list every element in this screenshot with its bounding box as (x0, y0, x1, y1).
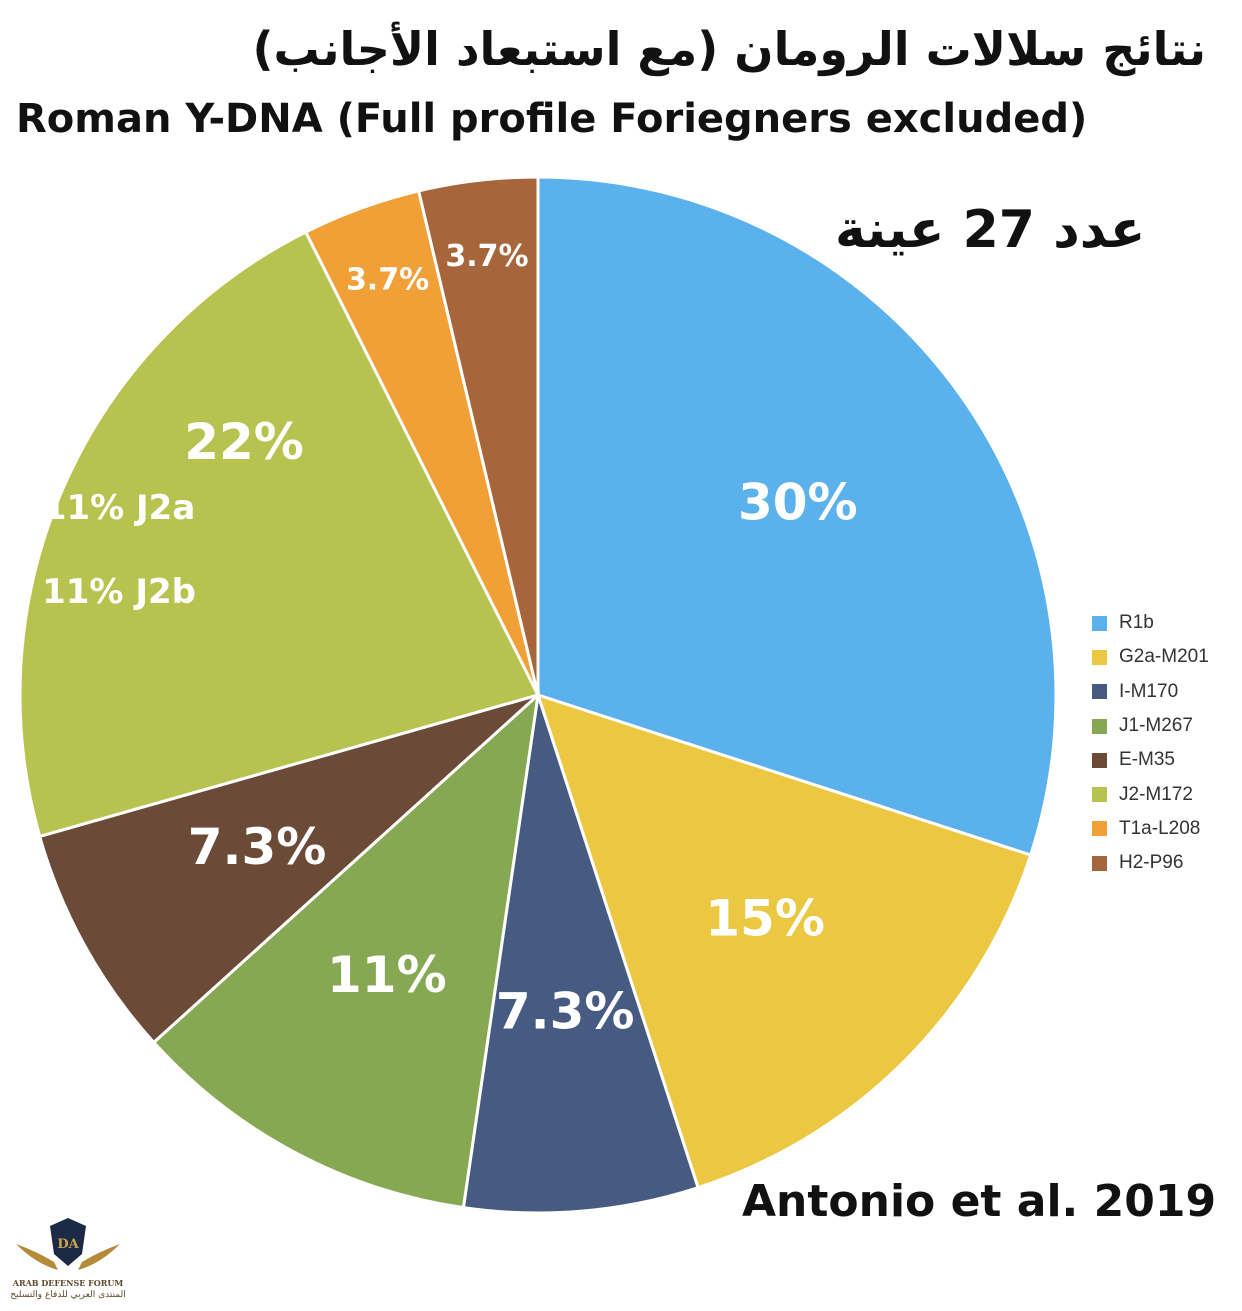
watermark-logo: DA ARAB DEFENSE FORUM المنتدى العربي للد… (8, 1212, 128, 1308)
chart-title-english: Roman Y-DNA (Full profile Foriegners exc… (16, 96, 1088, 142)
legend-item-h2-p96: H2-P96 (1092, 846, 1209, 880)
pie-slice-j2-m172 (18, 229, 541, 839)
chart-legend: R1b G2a-M201 I-M170 J1-M267 E-M35 J2-M172 T1a-… (1092, 606, 1209, 880)
legend-label: E-M35 (1119, 749, 1175, 771)
legend-swatch (1092, 684, 1107, 700)
legend-item-e-m35: E-M35 (1092, 743, 1209, 777)
pie-slice-j1-m267 (151, 691, 541, 1210)
slice-label-j2-m172: 22% (184, 413, 304, 471)
legend-swatch (1092, 615, 1107, 631)
legend-item-j2-m172: J2-M172 (1092, 777, 1209, 811)
legend-swatch (1092, 649, 1107, 665)
sample-count-label: عدد 27 عينة (835, 200, 1146, 260)
legend-label: J2-M172 (1119, 783, 1193, 805)
legend-swatch (1092, 787, 1107, 803)
legend-label: R1b (1119, 612, 1154, 634)
slice-label-j1-m267: 11% (327, 946, 447, 1004)
legend-item-r1b: R1b (1092, 606, 1209, 640)
legend-label: J1-M267 (1119, 715, 1193, 737)
legend-label: T1a-L208 (1119, 817, 1201, 839)
legend-label: G2a-M201 (1119, 646, 1209, 668)
legend-label: I-M170 (1119, 680, 1179, 702)
legend-swatch (1092, 718, 1107, 734)
legend-item-i-m170: I-M170 (1092, 675, 1209, 709)
forum-emblem-icon: DA (16, 1218, 120, 1270)
pie-slice-h2-p96 (416, 175, 540, 696)
watermark-name-en: ARAB DEFENSE FORUM (12, 1278, 124, 1288)
slice-label-i-m170: 7.3% (496, 983, 635, 1041)
legend-swatch (1092, 821, 1107, 837)
slice-label-r1b: 30% (738, 474, 858, 532)
slice-label-h2-p96: 3.7% (445, 239, 528, 274)
logo-letters: DA (57, 1237, 79, 1252)
legend-swatch (1092, 855, 1107, 871)
pie-slice-g2a-m201 (535, 692, 1033, 1190)
pie-slice-e-m35 (37, 693, 540, 1045)
legend-label: H2-P96 (1119, 852, 1184, 874)
slice-sublabel-j2-m172-0: 11% J2a (43, 488, 195, 528)
legend-item-j1-m267: J1-M267 (1092, 709, 1209, 743)
legend-swatch (1092, 752, 1107, 768)
source-citation: Antonio et al. 2019 (742, 1176, 1217, 1227)
slice-label-g2a-m201: 15% (705, 890, 825, 948)
slice-label-e-m35: 7.3% (188, 818, 327, 876)
slice-label-t1a-l208: 3.7% (346, 263, 429, 298)
slice-sublabel-j2-m172-1: 11% J2b (42, 572, 196, 612)
chart-title-arabic: نتائج سلالات الرومان (مع استبعاد الأجانب… (252, 22, 1207, 76)
watermark-name-ar: المنتدى العربي للدفاع والتسليح (10, 1290, 126, 1300)
legend-item-g2a-m201: G2a-M201 (1092, 640, 1209, 674)
pie-slice-r1b (536, 175, 1058, 857)
pie-slice-i-m170 (461, 694, 700, 1215)
legend-item-t1a-l208: T1a-L208 (1092, 812, 1209, 846)
